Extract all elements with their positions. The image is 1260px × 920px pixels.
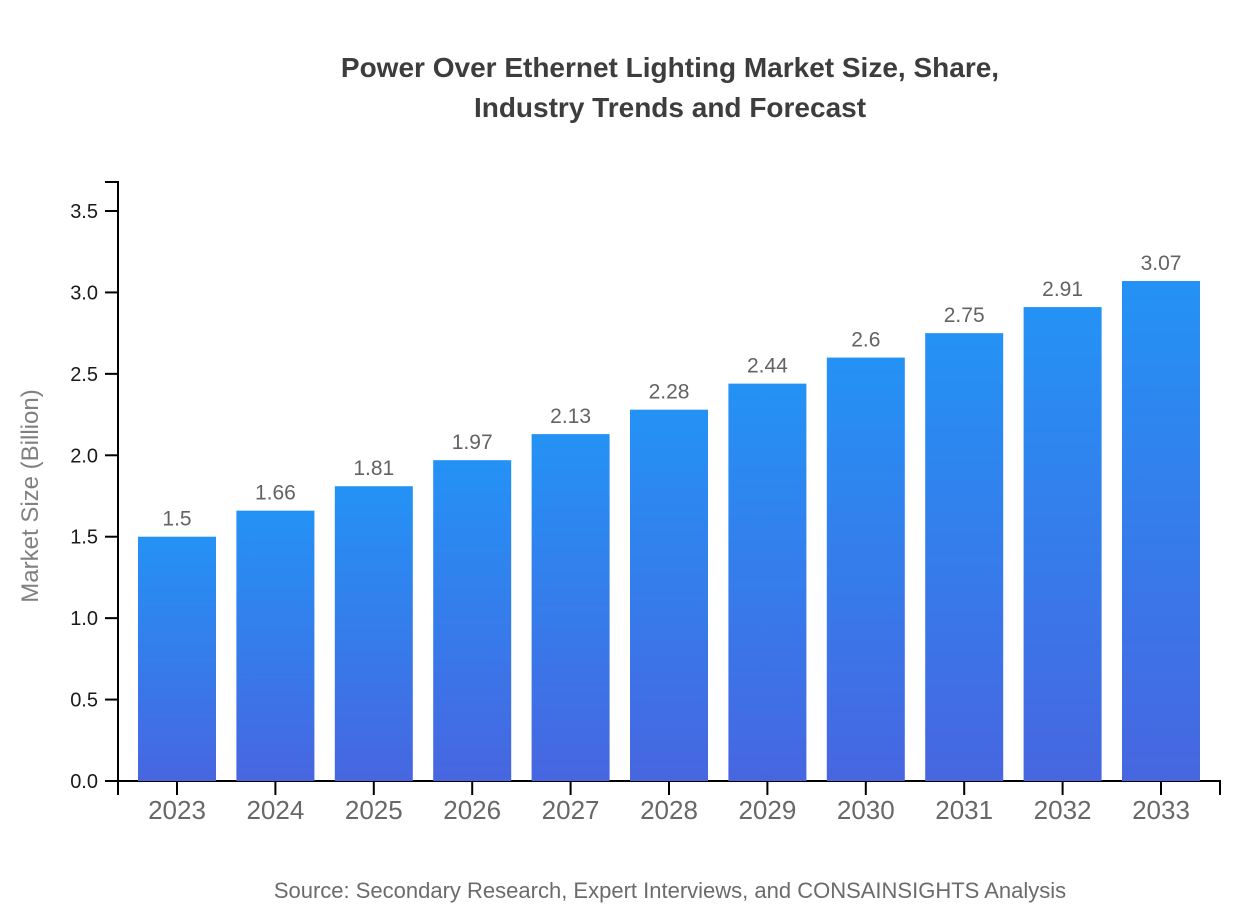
bar-2033 bbox=[1122, 281, 1200, 781]
bar-2031 bbox=[925, 333, 1004, 781]
bar-value-label: 3.07 bbox=[1141, 252, 1182, 275]
source-text: Source: Secondary Research, Expert Inter… bbox=[273, 878, 1067, 903]
bar-value-label: 2.28 bbox=[649, 381, 690, 404]
x-tick-label: 2027 bbox=[542, 795, 600, 825]
bar-value-label: 1.5 bbox=[162, 508, 191, 531]
x-tick-label: 2028 bbox=[640, 795, 698, 825]
bar-2028 bbox=[630, 409, 708, 781]
y-tick-label: 1.5 bbox=[70, 527, 98, 549]
bar-value-label: 2.13 bbox=[550, 405, 591, 428]
bar-2026 bbox=[433, 460, 512, 781]
bar-value-label: 1.66 bbox=[255, 482, 296, 505]
y-axis-line bbox=[105, 181, 119, 782]
y-tick-label: 1.0 bbox=[70, 608, 98, 630]
y-tick-label: 3.5 bbox=[70, 201, 98, 223]
x-tick-label: 2033 bbox=[1132, 795, 1190, 825]
plot-area: 0.0 0.5 1.0 1.5 2.0 2.5 3.0 3.5 1.5 2023 1.66 2024 1… bbox=[70, 181, 1221, 825]
y-tick-label: 2.0 bbox=[70, 445, 98, 467]
bar-2032 bbox=[1023, 307, 1102, 781]
x-tick-label: 2030 bbox=[837, 795, 895, 825]
chart-title: Power Over Ethernet Lighting Market Size… bbox=[340, 52, 1000, 123]
bar-value-label: 2.44 bbox=[747, 355, 788, 378]
y-tick-label: 2.5 bbox=[70, 364, 98, 386]
bar-value-label: 2.75 bbox=[944, 304, 985, 327]
bar-2023 bbox=[138, 536, 216, 781]
bar-2027 bbox=[531, 434, 610, 781]
x-tick-label: 2024 bbox=[246, 795, 304, 825]
x-tick-label: 2032 bbox=[1034, 795, 1092, 825]
bar-value-label: 2.91 bbox=[1042, 278, 1083, 301]
bar-2030 bbox=[826, 357, 905, 781]
bar-value-label: 2.6 bbox=[851, 329, 880, 352]
x-tick-label: 2031 bbox=[935, 795, 993, 825]
x-tick-label: 2026 bbox=[443, 795, 501, 825]
y-tick-label: 3.0 bbox=[70, 282, 98, 304]
x-tick-label: 2029 bbox=[738, 795, 796, 825]
y-tick-label: 0.5 bbox=[70, 690, 98, 712]
y-tick-label: 0.0 bbox=[70, 771, 98, 793]
bar-value-label: 1.97 bbox=[452, 431, 493, 454]
x-tick-label: 2023 bbox=[148, 795, 206, 825]
bar-2029 bbox=[728, 383, 807, 781]
bar-value-label: 1.81 bbox=[353, 457, 394, 480]
bar-2025 bbox=[334, 486, 413, 781]
x-tick-label: 2025 bbox=[345, 795, 403, 825]
y-axis-label: Market Size (Billion) bbox=[17, 389, 44, 602]
bar-2024 bbox=[236, 510, 315, 781]
